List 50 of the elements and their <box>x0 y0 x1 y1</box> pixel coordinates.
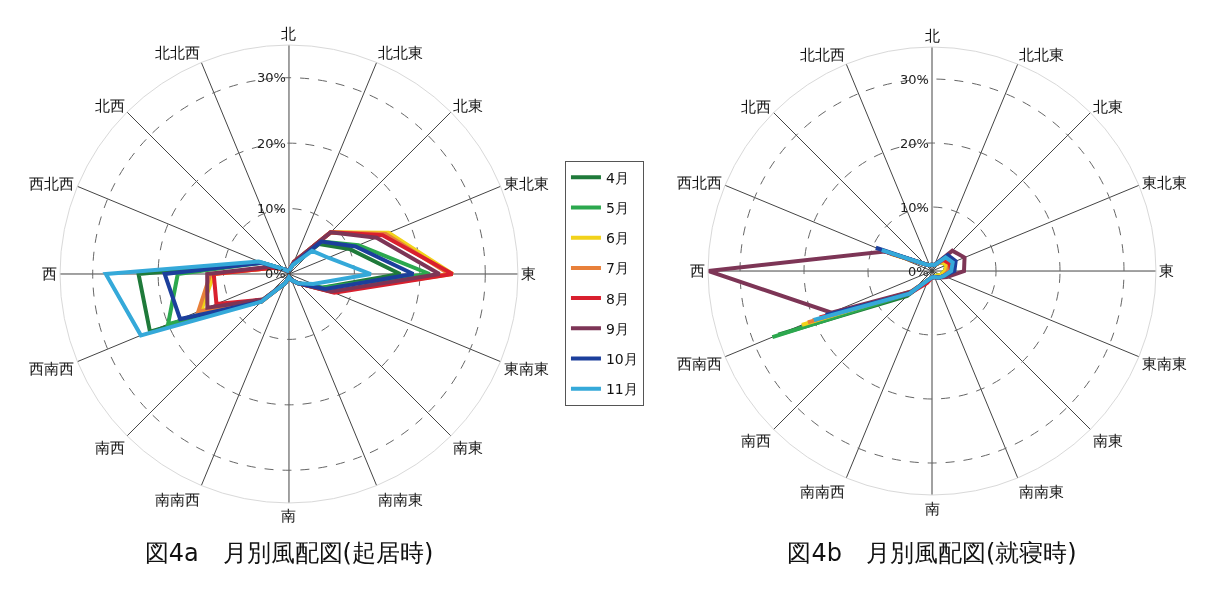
spoke-label: 東南東 <box>503 359 549 378</box>
spoke-label: 北西 <box>94 97 125 116</box>
spoke-label: 西北西 <box>676 173 722 192</box>
spoke-label: 西南西 <box>676 354 722 373</box>
spoke-label: 南南東 <box>377 490 423 509</box>
spoke-label: 南 <box>924 499 940 518</box>
spoke-label: 東 <box>521 265 537 284</box>
spoke-label: 北西 <box>741 97 772 116</box>
spoke-label: 東北東 <box>503 174 549 193</box>
legend-label: 10月 <box>605 350 638 367</box>
spoke-label: 北北東 <box>377 44 423 63</box>
spoke-label: 南西 <box>741 432 772 451</box>
spoke-label: 南南西 <box>155 490 201 509</box>
spoke-label: 北 <box>924 26 940 45</box>
spoke-label: 南東 <box>1092 432 1123 451</box>
spoke-label: 東南東 <box>1142 354 1188 373</box>
legend-label: 7月 <box>605 260 629 277</box>
y-tick-label: 0% <box>265 266 286 281</box>
text: 図4b 月別風配図(就寝時) <box>787 539 1077 568</box>
legend-label: 4月 <box>605 169 629 186</box>
y-tick-label: 0% <box>908 264 929 279</box>
spoke-label: 東北東 <box>1142 173 1188 192</box>
spoke-label: 西 <box>41 265 57 284</box>
spoke-label: 南南西 <box>799 483 845 502</box>
legend-label: 9月 <box>605 320 629 337</box>
y-tick-label: 10% <box>257 201 286 216</box>
y-tick-label: 10% <box>900 200 929 215</box>
spoke-label: 北東 <box>1092 97 1123 116</box>
y-tick-label: 20% <box>900 136 929 151</box>
spoke-label: 北北西 <box>155 44 201 63</box>
spoke-label: 南南東 <box>1019 483 1065 502</box>
spoke-label: 南 <box>281 507 297 526</box>
spoke-label: 西南西 <box>29 359 75 378</box>
spoke-label: 南東 <box>453 438 484 457</box>
spoke-label: 南西 <box>94 438 125 457</box>
spoke-label: 北北西 <box>799 46 845 65</box>
spoke-label: 北北東 <box>1019 46 1065 65</box>
legend-label: 5月 <box>605 199 629 216</box>
y-tick-label: 20% <box>257 136 286 151</box>
spoke-label: 北 <box>281 24 297 43</box>
spoke-label: 西北西 <box>29 174 75 193</box>
legend-label: 11月 <box>605 381 638 398</box>
text: 図4a 月別風配図(起居時) <box>144 539 434 568</box>
legend-label: 6月 <box>605 230 629 247</box>
spoke-label: 東 <box>1159 262 1175 281</box>
spoke-label: 西 <box>689 262 705 281</box>
spoke-label: 北東 <box>453 97 484 116</box>
legend-label: 8月 <box>605 290 629 307</box>
y-tick-label: 30% <box>900 72 929 87</box>
y-tick-label: 30% <box>257 70 286 85</box>
